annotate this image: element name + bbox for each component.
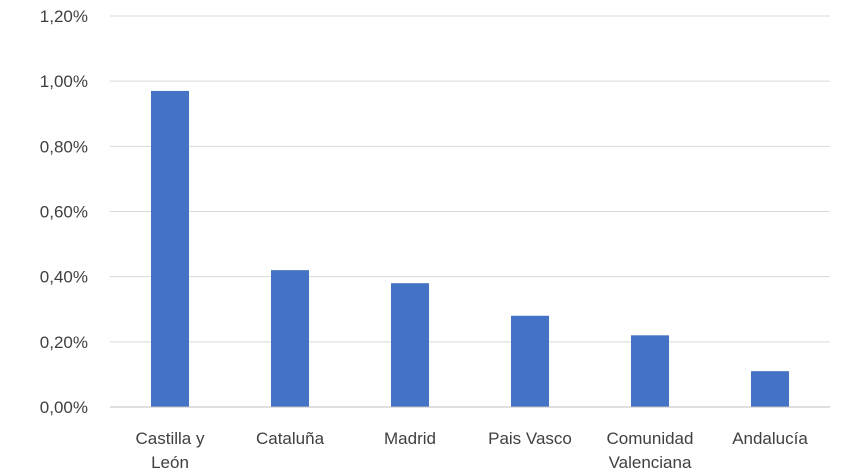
x-axis-category-labels: Castilla y León Cataluña Madrid Pais Vasco Co… — [136, 429, 809, 472]
x-category-label-line: Valenciana — [609, 453, 692, 472]
y-tick-label: 1,20% — [40, 7, 88, 26]
x-category-label-line: Madrid — [384, 429, 436, 448]
bar — [151, 90, 189, 408]
x-category-label: Madrid — [384, 429, 436, 448]
gridlines — [110, 15, 830, 343]
y-tick-label: 0,20% — [40, 333, 88, 352]
y-axis-tick-labels: 0,00% 0,20% 0,40% 0,60% 0,80% 1,00% 1,20% — [40, 7, 88, 417]
y-tick-label: 0,80% — [40, 137, 88, 156]
y-tick-label: 0,00% — [40, 398, 88, 417]
x-category-label: Pais Vasco — [488, 429, 572, 448]
x-category-label-line: Cataluña — [256, 429, 325, 448]
bar — [751, 371, 789, 407]
x-category-label: Andalucía — [732, 429, 808, 448]
x-category-label-line: Castilla y — [136, 429, 205, 448]
y-tick-label: 0,40% — [40, 268, 88, 287]
bars — [151, 90, 789, 408]
y-tick-label: 1,00% — [40, 72, 88, 91]
x-category-label: Cataluña — [256, 429, 325, 448]
y-tick-label: 0,60% — [40, 203, 88, 222]
bar — [271, 270, 309, 407]
bar — [631, 335, 669, 407]
bar — [391, 283, 429, 407]
bar — [511, 315, 549, 407]
x-category-label-line: León — [151, 453, 189, 472]
x-category-label-line: Comunidad — [607, 429, 694, 448]
x-category-label-line: Andalucía — [732, 429, 808, 448]
x-category-label: Comunidad Valenciana — [607, 429, 694, 472]
x-category-label-line: Pais Vasco — [488, 429, 572, 448]
x-category-label: Castilla y León — [136, 429, 205, 472]
